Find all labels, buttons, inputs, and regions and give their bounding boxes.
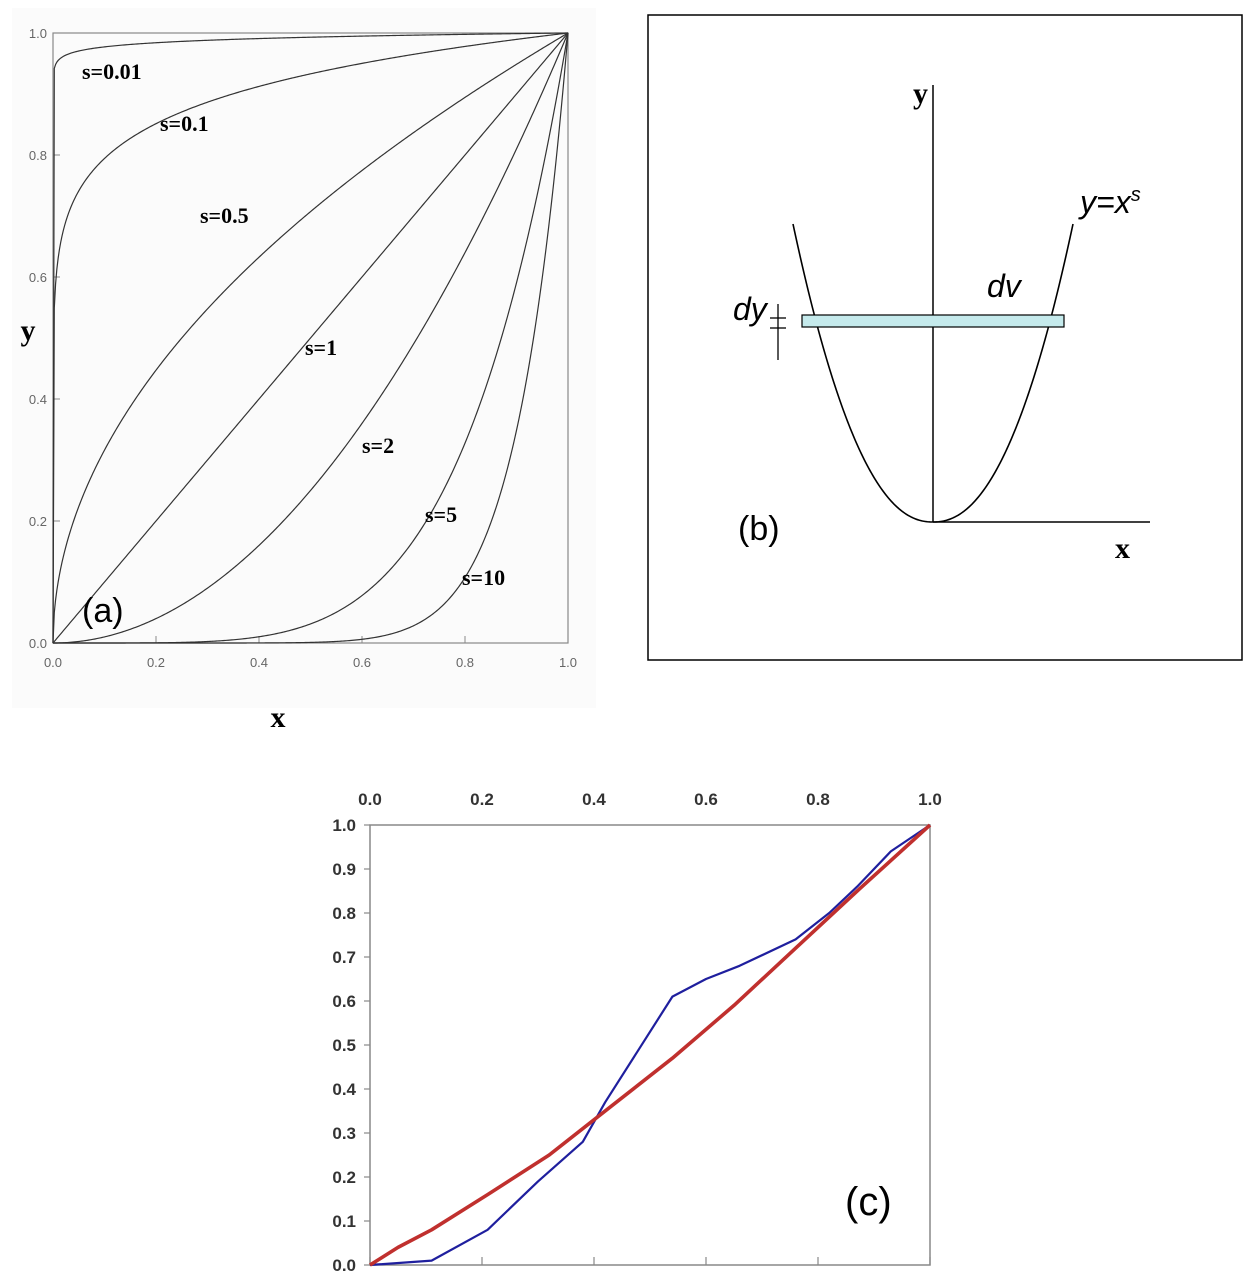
panel-a-series-label: s=1 bbox=[305, 335, 337, 360]
panel-b-xlabel: x bbox=[1115, 532, 1130, 565]
panel-c-ytick-label: 0.0 bbox=[332, 1256, 356, 1275]
panel-c-xtick-label: 0.4 bbox=[582, 790, 606, 809]
panel-a-curves bbox=[52, 32, 569, 644]
panel-c-ticks: 0.0 0.2 0.4 0.6 0.8 1.00.00.10.20.30.40.50.60… bbox=[332, 790, 941, 1275]
panel-a-xtick-label: 0.6 bbox=[353, 655, 371, 670]
panel-a-background bbox=[12, 8, 596, 708]
panel-a-ytick-label: 0.0 bbox=[29, 636, 47, 651]
panel-a-xtick-label: 1.0 bbox=[559, 655, 577, 670]
panel-c-series-line-1 bbox=[369, 823, 932, 1267]
panel-a-label: (a) bbox=[82, 592, 124, 630]
panel-b-diagram: y x y=xs dv dy (b) bbox=[647, 14, 1243, 661]
panel-c-label: (c) bbox=[845, 1180, 892, 1224]
panel-c-ytick-label: 0.7 bbox=[332, 948, 356, 967]
panel-c-ytick-label: 0.9 bbox=[332, 860, 356, 879]
panel-c-chart: 0.0 0.2 0.4 0.6 0.8 1.00.00.10.20.30.40.50.60… bbox=[332, 790, 941, 1275]
panel-a-ticks: 0.0 0.2 0.4 0.6 0.8 1.0 0.0 0.2 0.4 0.6 0.8 1.0 bbox=[29, 26, 577, 670]
panel-a-xtick-label: 0.2 bbox=[147, 655, 165, 670]
panel-a-ytick-label: 1.0 bbox=[29, 26, 47, 41]
panel-b-curve-label-base: y=x bbox=[1078, 184, 1132, 220]
panel-b-curve-label: y=xs bbox=[1078, 184, 1141, 220]
panel-a-curve-s=2 bbox=[53, 32, 569, 644]
panel-a-ytick-label: 0.4 bbox=[29, 392, 47, 407]
panel-c-xtick-label: 1.0 bbox=[918, 790, 942, 809]
panel-c-ytick-label: 0.4 bbox=[332, 1080, 356, 1099]
panel-a-curve-s=10 bbox=[53, 32, 569, 644]
panel-c-ytick-label: 0.1 bbox=[332, 1212, 356, 1231]
panel-a-curve-s=0.5 bbox=[52, 32, 569, 644]
panel-c-ytick-label: 0.3 bbox=[332, 1124, 356, 1143]
panel-c-xtick-label: 0.6 bbox=[694, 790, 718, 809]
panel-a-xlabel: x bbox=[271, 701, 286, 734]
panel-b-ylabel: y bbox=[913, 77, 928, 110]
panel-c-ytick-label: 0.2 bbox=[332, 1168, 356, 1187]
panel-c-ytick-label: 0.8 bbox=[332, 904, 356, 923]
panel-c-xtick-label: 0.0 bbox=[358, 790, 382, 809]
panel-a-series-label: s=5 bbox=[425, 502, 457, 527]
panel-c-series-line-0 bbox=[369, 824, 931, 1267]
panel-a-series-label: s=10 bbox=[462, 565, 505, 590]
panel-b-frame bbox=[647, 14, 1243, 661]
panel-b-dy-label: dy bbox=[733, 291, 769, 327]
panel-a-series-labels: s=0.01 s=0.1 s=0.5 s=1 s=2 s=5 s=10 bbox=[82, 59, 505, 590]
panel-c-lines bbox=[369, 823, 932, 1267]
panel-c-ytick-label: 0.5 bbox=[332, 1036, 356, 1055]
panel-a-ytick-label: 0.8 bbox=[29, 148, 47, 163]
panel-b-curve bbox=[792, 223, 1074, 523]
panel-b-strip bbox=[801, 314, 1065, 328]
panel-c-xtick-label: 0.2 bbox=[470, 790, 494, 809]
panel-c-xtick-label: 0.8 bbox=[806, 790, 830, 809]
panel-a-curve-s=0.01 bbox=[52, 32, 569, 644]
panel-a-series-label: s=0.01 bbox=[82, 59, 142, 84]
panel-a-series-label: s=0.1 bbox=[160, 111, 209, 136]
panel-c-ytick-label: 1.0 bbox=[332, 816, 356, 835]
panel-a-xtick-label: 0.8 bbox=[456, 655, 474, 670]
panel-a-series-label: s=0.5 bbox=[200, 203, 249, 228]
panel-b-curve-label-sup: s bbox=[1131, 184, 1141, 206]
panel-b-strip-label: dv bbox=[987, 268, 1023, 304]
panel-a-xtick-label: 0.4 bbox=[250, 655, 268, 670]
panel-a-ytick-label: 0.2 bbox=[29, 514, 47, 529]
panel-a-series-label: s=2 bbox=[362, 433, 394, 458]
panel-a-curve-s=1 bbox=[52, 32, 569, 644]
panel-b-label: (b) bbox=[738, 510, 780, 548]
panel-a-chart: 0.0 0.2 0.4 0.6 0.8 1.0 0.0 0.2 0.4 0.6 0.8 1.0 s=0… bbox=[12, 8, 596, 734]
panel-a-ytick-label: 0.6 bbox=[29, 270, 47, 285]
panel-a-ylabel: y bbox=[21, 314, 36, 347]
panel-a-xtick-label: 0.0 bbox=[44, 655, 62, 670]
panel-a-curve-s=0.1 bbox=[52, 32, 569, 644]
panel-c-ytick-label: 0.6 bbox=[332, 992, 356, 1011]
